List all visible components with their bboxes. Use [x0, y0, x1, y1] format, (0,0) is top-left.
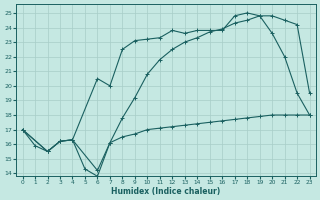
X-axis label: Humidex (Indice chaleur): Humidex (Indice chaleur): [111, 187, 221, 196]
